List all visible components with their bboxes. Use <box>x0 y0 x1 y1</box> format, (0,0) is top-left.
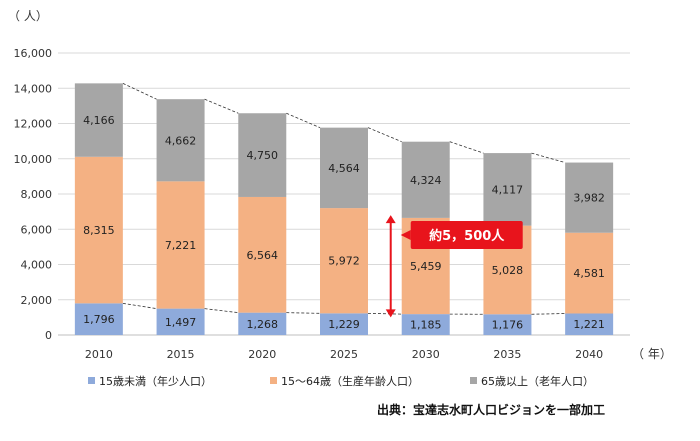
trend-connectors <box>122 83 566 315</box>
legend-label: 15歳未満（年少人口） <box>99 374 212 388</box>
data-label: 1,176 <box>492 319 524 332</box>
bar-segment <box>156 99 205 182</box>
y-tick-label: 8,000 <box>21 188 53 201</box>
legend: 15歳未満（年少人口） 15～64歳（生産年齢人口） 65歳以上（老年人口） <box>88 374 594 388</box>
y-tick-label: 0 <box>45 329 52 342</box>
data-label: 8,315 <box>83 224 115 237</box>
data-label: 4,662 <box>165 134 197 147</box>
data-label: 1,497 <box>165 316 197 329</box>
bar-segment <box>320 313 368 335</box>
x-tick-label: 2015 <box>167 348 195 361</box>
x-tick-label: 2040 <box>575 348 603 361</box>
total-trend-line <box>449 141 484 154</box>
legend-swatch <box>88 377 95 384</box>
bar-segment <box>238 312 287 335</box>
x-tick-label: 2010 <box>85 348 113 361</box>
bar-segment <box>238 196 287 313</box>
y-tick-label: 14,000 <box>14 82 53 95</box>
bar-segment <box>565 313 614 335</box>
data-label: 4,581 <box>573 267 605 280</box>
y-tick-label: 12,000 <box>14 118 53 131</box>
y-tick-label: 10,000 <box>14 153 53 166</box>
data-label: 5,028 <box>492 264 524 277</box>
youth-trend-line <box>367 312 402 315</box>
youth-trend-line <box>531 313 566 315</box>
legend-swatch <box>470 377 477 384</box>
bar-segment <box>74 83 123 157</box>
data-label: 4,166 <box>83 114 115 127</box>
total-trend-line <box>122 83 157 100</box>
x-axis: 2010 2015 2020 2025 2030 2035 2040 <box>85 348 603 361</box>
legend-swatch <box>270 377 277 384</box>
x-tick-label: 2025 <box>330 348 358 361</box>
x-unit-label: （ 年） <box>632 347 672 361</box>
source-note: 出典：宝達志水町人口ビジョンを一部加工 <box>377 402 605 417</box>
data-label: 1,268 <box>247 318 279 331</box>
data-label: 3,982 <box>573 192 605 205</box>
bar-segment <box>320 208 368 314</box>
bar-segment <box>238 113 287 197</box>
data-label: 5,459 <box>410 260 442 273</box>
x-tick-label: 2020 <box>248 348 276 361</box>
data-label: 1,796 <box>83 313 115 326</box>
data-label: 4,324 <box>410 174 442 187</box>
bar-segment <box>483 153 532 226</box>
annotation-pointer <box>400 230 411 240</box>
y-unit-label: （ 人） <box>8 9 48 23</box>
y-tick-label: 6,000 <box>21 223 53 236</box>
bar-segment <box>401 141 450 218</box>
data-label: 7,221 <box>165 239 197 252</box>
bar-segment <box>401 314 450 335</box>
total-trend-line <box>531 152 566 163</box>
bar-segment <box>74 303 123 335</box>
y-tick-label: 16,000 <box>14 47 53 60</box>
youth-trend-line <box>286 312 321 314</box>
data-label: 1,185 <box>410 319 442 332</box>
legend-label: 15～64歳（生産年齢人口） <box>281 374 419 388</box>
total-trend-line <box>204 98 239 114</box>
y-axis: 0 2,000 4,000 6,000 8,000 10,000 12,000 14,000 1… <box>14 47 53 342</box>
bar-segment <box>483 314 532 335</box>
annotation-text: 約5，500人 <box>429 228 505 244</box>
bar-segment <box>565 162 614 233</box>
y-tick-label: 4,000 <box>21 259 53 272</box>
total-trend-line <box>286 112 321 129</box>
legend-label: 65歳以上（老年人口） <box>481 374 594 388</box>
y-tick-label: 2,000 <box>21 294 53 307</box>
bars <box>74 83 614 335</box>
data-label: 1,229 <box>328 318 360 331</box>
bar-segment <box>156 181 205 309</box>
data-label: 6,564 <box>247 249 279 262</box>
data-label: 4,117 <box>492 183 524 196</box>
x-tick-label: 2030 <box>412 348 440 361</box>
annotation-box <box>410 221 523 249</box>
data-label: 5,972 <box>328 255 360 268</box>
bar-segment <box>320 127 368 209</box>
bar-segment <box>565 232 614 314</box>
bar-segment <box>156 308 205 335</box>
x-tick-label: 2035 <box>493 348 521 361</box>
annotation-arrowhead-down <box>385 309 396 318</box>
data-label: 1,221 <box>573 318 605 331</box>
data-labels: 1,796 8,315 4,166 1,497 7,221 4,662 1,268 6,564… <box>83 114 605 332</box>
total-trend-line <box>367 127 402 143</box>
annotation-arrowhead-up <box>385 215 396 224</box>
data-label: 4,750 <box>247 149 279 162</box>
annotation: 約5，500人 <box>385 215 523 318</box>
data-label: 4,564 <box>328 162 360 175</box>
youth-trend-line <box>204 308 239 314</box>
youth-trend-line <box>122 302 157 310</box>
bar-segment <box>74 156 123 304</box>
